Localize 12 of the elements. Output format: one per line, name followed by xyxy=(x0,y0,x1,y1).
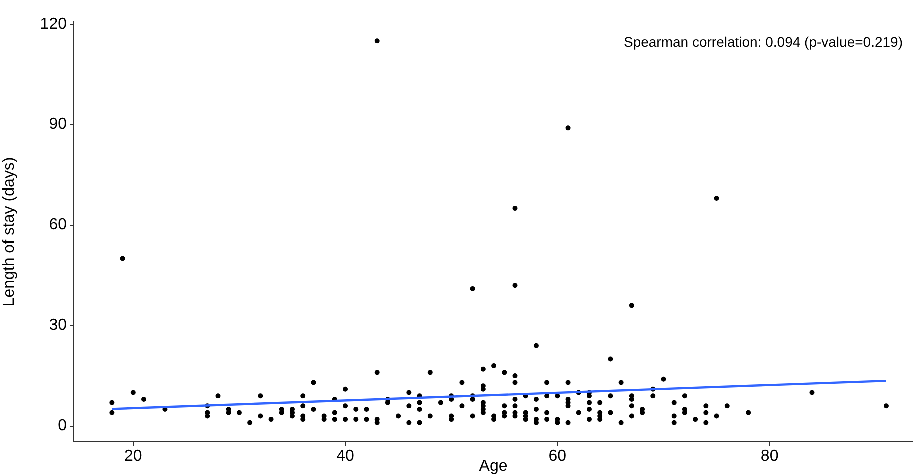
y-tick-label: 60 xyxy=(49,216,68,234)
y-tick-label: 30 xyxy=(49,317,68,334)
y-tick-label: 90 xyxy=(49,116,68,134)
y-tick-label: 0 xyxy=(58,418,68,435)
x-tick-label: 20 xyxy=(124,448,142,466)
y-axis-title: Length of stay (days) xyxy=(1,157,18,307)
x-tick-label: 80 xyxy=(760,448,779,466)
x-axis-title: Age xyxy=(479,458,508,475)
y-tick-label: 120 xyxy=(40,16,68,33)
x-tick-label: 40 xyxy=(336,448,355,466)
x-tick-label: 60 xyxy=(548,448,567,466)
annotation: Spearman correlation: 0.094 (p-value=0.219) xyxy=(624,34,903,50)
